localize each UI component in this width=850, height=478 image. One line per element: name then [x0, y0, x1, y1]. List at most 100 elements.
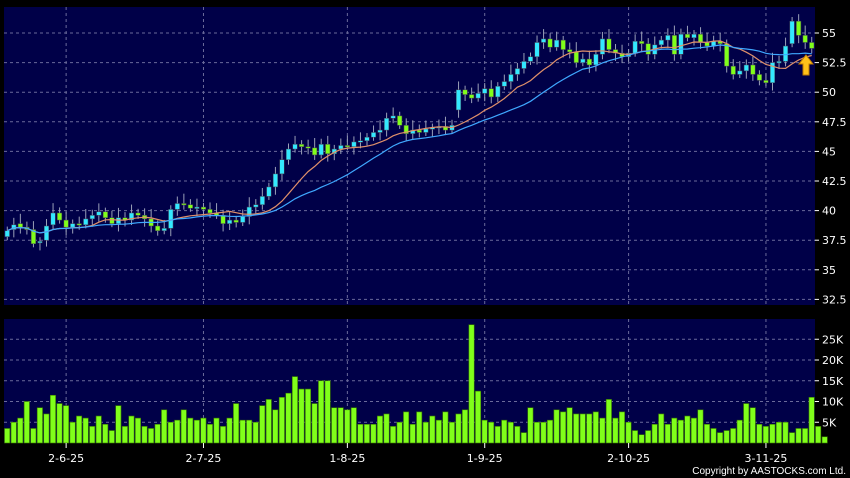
volume-bar [422, 421, 429, 444]
candle-body [514, 68, 520, 75]
candle [194, 198, 200, 217]
volume-bar [30, 428, 37, 444]
candle-body [357, 140, 363, 143]
candle-body [567, 49, 573, 53]
volume-bar [632, 430, 639, 444]
candle-body [796, 20, 802, 36]
volume-bar [488, 421, 495, 444]
candle-body [279, 159, 285, 175]
volume-bar [226, 417, 233, 444]
candle [227, 211, 233, 231]
volume-bar [187, 417, 194, 444]
candle [730, 59, 736, 80]
candle-body [194, 206, 200, 209]
volume-bar [285, 392, 292, 444]
candle [279, 149, 285, 181]
date-tick-label: 2-7-25 [186, 452, 222, 465]
volume-bar [272, 409, 279, 444]
volume-bar [350, 407, 357, 444]
volume-bar [730, 428, 737, 444]
candle-body [351, 141, 357, 147]
candle-body [168, 209, 174, 229]
volume-tick-label: 10K [822, 396, 844, 409]
candle-body [272, 173, 278, 188]
candle [181, 193, 187, 210]
candle [305, 139, 311, 155]
candle-body [109, 217, 115, 224]
volume-bar [305, 388, 311, 444]
volume-bar [56, 403, 63, 444]
candle-body [593, 54, 599, 66]
candle-body [547, 38, 553, 48]
candle-body [17, 223, 23, 228]
volume-bar [605, 399, 612, 444]
price-panel [4, 7, 815, 305]
volume-bar [723, 430, 730, 444]
candle-body [292, 144, 298, 150]
price-tick-label: 52.5 [822, 57, 847, 70]
volume-bar [481, 419, 488, 444]
volume-bar [664, 424, 671, 444]
volume-bar [782, 421, 789, 444]
candle [371, 125, 377, 141]
candle [462, 85, 468, 101]
volume-bar [148, 428, 155, 444]
ma-short-line [7, 40, 812, 234]
candle [266, 182, 272, 200]
volume-bar [586, 413, 593, 444]
volume-bar [363, 424, 370, 444]
volume-bar [357, 424, 364, 444]
candle [776, 55, 782, 69]
volume-bar [206, 424, 213, 444]
candle [521, 53, 527, 74]
volume-bar [579, 413, 586, 444]
candle-body [724, 43, 730, 67]
candle [285, 143, 292, 165]
candle-body [135, 212, 141, 216]
candle-body [606, 38, 612, 50]
candle-body [384, 117, 390, 131]
volume-bar [416, 411, 423, 444]
volume-bar [645, 430, 652, 444]
candle [769, 52, 776, 91]
volume-bar [36, 407, 43, 444]
candle [665, 28, 671, 48]
candle [580, 53, 586, 67]
candle [325, 135, 331, 162]
candle-body [488, 88, 494, 98]
candle-body [698, 33, 704, 43]
candle [351, 136, 357, 155]
volume-bar [802, 428, 809, 444]
volume-bar [318, 380, 325, 444]
price-tick-label: 35 [822, 264, 836, 277]
volume-bar [174, 419, 181, 444]
volume-bar [259, 405, 266, 444]
candle-body [70, 223, 76, 228]
candle [312, 138, 318, 160]
candle [599, 31, 605, 60]
candle-body [541, 38, 547, 43]
date-tick-label: 1-8-25 [329, 452, 365, 465]
candle-body [521, 61, 527, 69]
price-tick-label: 37.5 [822, 234, 847, 247]
volume-bar [403, 411, 410, 444]
candle-body [83, 218, 89, 226]
candle [658, 35, 664, 49]
candle [783, 37, 789, 67]
volume-bar [704, 424, 710, 444]
copyright: Copyright by AASTOCKS.com Ltd. [692, 466, 846, 477]
volume-bar [789, 432, 795, 444]
candle-body [580, 58, 586, 63]
candle [527, 52, 534, 65]
volume-bar [566, 407, 573, 444]
volume-bar [69, 421, 76, 444]
candle-body [390, 115, 396, 119]
price-tick-label: 50 [822, 86, 836, 99]
volume-bar [102, 424, 109, 444]
candle-body [756, 74, 762, 81]
volume-bar [573, 413, 580, 444]
candle [796, 14, 802, 44]
candle-body [802, 35, 808, 43]
candle-body [377, 129, 383, 133]
volume-bar [43, 413, 50, 444]
